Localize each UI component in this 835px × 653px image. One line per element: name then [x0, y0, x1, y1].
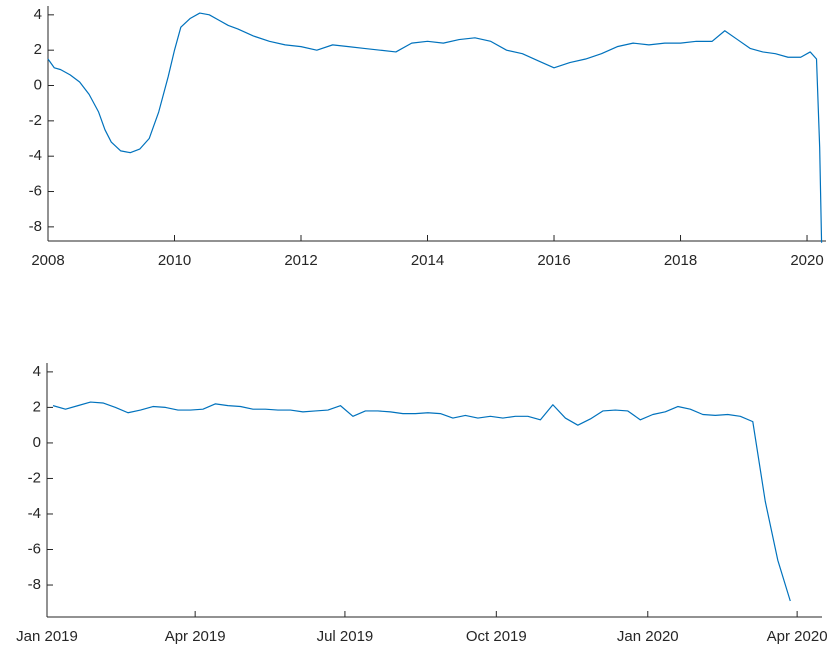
- x-tick-label: 2020: [790, 252, 823, 269]
- y-tick-label: -2: [28, 469, 41, 486]
- x-tick-label: 2016: [537, 252, 570, 269]
- y-tick-label: 0: [33, 434, 41, 451]
- x-tick-label: Apr 2020: [767, 628, 828, 645]
- x-tick-label: Apr 2019: [165, 628, 226, 645]
- data-line: [52, 401, 791, 602]
- y-tick-label: 0: [34, 76, 42, 93]
- y-tick-label: 4: [34, 6, 42, 23]
- y-tick-label: 4: [33, 363, 41, 380]
- x-tick-label: Jan 2020: [617, 628, 679, 645]
- y-tick-label: -8: [28, 576, 41, 593]
- y-tick-label: -6: [28, 540, 41, 557]
- x-tick-label: 2008: [31, 252, 64, 269]
- y-tick-label: 2: [34, 41, 42, 58]
- x-tick-label: Jul 2019: [317, 628, 374, 645]
- y-tick-label: -8: [29, 218, 42, 235]
- x-tick-label: 2012: [284, 252, 317, 269]
- x-tick-label: Jan 2019: [16, 628, 78, 645]
- y-tick-label: -4: [29, 147, 42, 164]
- y-tick-label: 2: [33, 398, 41, 415]
- y-tick-label: -4: [28, 505, 41, 522]
- y-tick-label: -6: [29, 182, 42, 199]
- data-line: [47, 12, 823, 243]
- x-tick-label: 2010: [158, 252, 191, 269]
- x-tick-label: 2018: [664, 252, 697, 269]
- x-tick-label: Oct 2019: [466, 628, 527, 645]
- x-tick-label: 2014: [411, 252, 444, 269]
- y-tick-label: -2: [29, 112, 42, 129]
